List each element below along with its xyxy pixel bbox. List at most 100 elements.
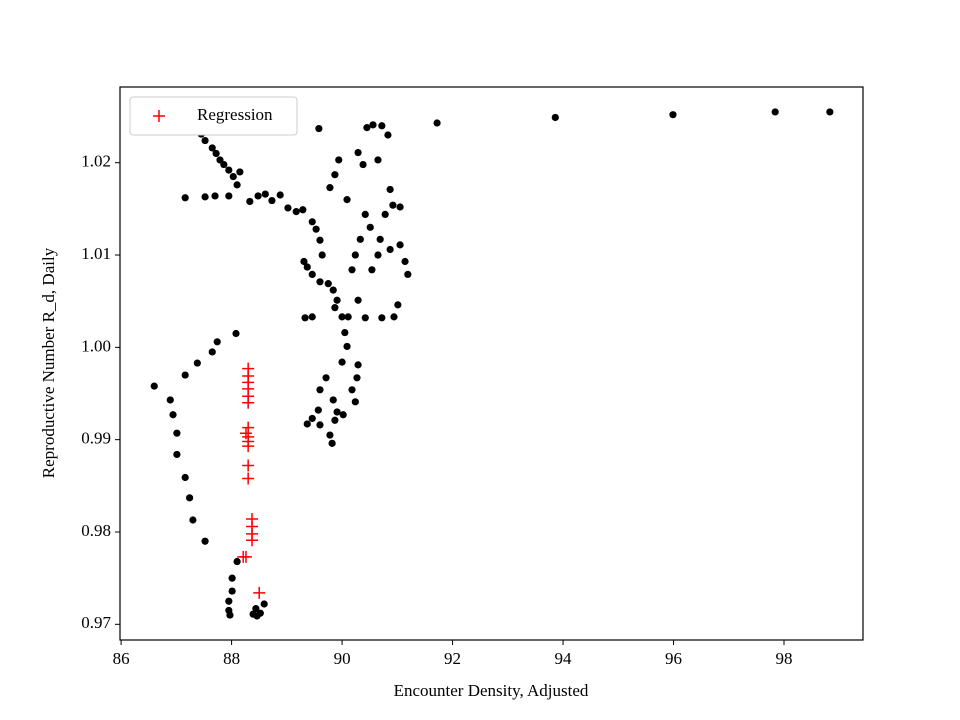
point <box>254 192 262 200</box>
point <box>186 494 194 502</box>
point <box>208 348 216 356</box>
point <box>189 516 197 524</box>
point <box>338 358 346 366</box>
point <box>228 587 236 595</box>
point <box>401 257 409 266</box>
point <box>228 574 236 582</box>
point <box>303 263 311 271</box>
point <box>396 241 404 249</box>
legend-marker <box>153 110 165 122</box>
plot-area <box>150 108 834 620</box>
point <box>344 313 352 321</box>
point <box>242 472 255 485</box>
point <box>333 296 341 304</box>
point <box>211 192 219 200</box>
point <box>396 203 404 211</box>
point <box>315 124 323 133</box>
point <box>308 414 316 423</box>
point <box>253 586 266 599</box>
point <box>361 210 369 219</box>
point <box>213 338 221 346</box>
point <box>276 191 284 199</box>
point <box>193 359 201 367</box>
point <box>339 411 347 419</box>
point <box>356 235 364 243</box>
point <box>333 408 341 416</box>
point <box>308 313 316 321</box>
point <box>212 149 220 158</box>
point <box>232 329 240 338</box>
point <box>328 439 336 447</box>
point <box>354 148 362 157</box>
point <box>374 251 382 259</box>
point <box>236 168 244 176</box>
point <box>335 156 343 164</box>
legend-box <box>129 96 298 136</box>
point <box>386 245 394 254</box>
point <box>229 172 237 181</box>
point <box>260 600 268 608</box>
point <box>292 208 300 216</box>
point <box>354 361 362 369</box>
point <box>359 160 367 169</box>
point <box>246 534 259 547</box>
x-tick-label: 90 <box>334 649 351 668</box>
point <box>329 396 337 404</box>
x-tick-label: 98 <box>776 649 793 668</box>
point <box>378 314 386 322</box>
point <box>173 450 181 459</box>
point <box>150 382 158 390</box>
y-tick-label: 1.01 <box>81 244 111 263</box>
point <box>173 429 181 437</box>
point <box>268 196 276 205</box>
point <box>220 160 228 169</box>
point <box>404 270 412 279</box>
x-tick-label: 86 <box>113 649 130 668</box>
point <box>669 111 677 119</box>
x-axis-label: Encounter Density, Adjusted <box>394 681 589 700</box>
point <box>308 270 316 279</box>
x-tick-label: 92 <box>444 649 461 668</box>
y-tick-label: 0.98 <box>81 521 111 540</box>
point <box>348 386 356 394</box>
point <box>226 611 234 619</box>
y-tick-label: 1.02 <box>81 152 111 171</box>
x-tick-label: 96 <box>665 649 682 668</box>
point <box>318 251 326 259</box>
point <box>551 113 559 122</box>
point <box>326 431 334 439</box>
point <box>242 459 255 472</box>
y-tick-label: 0.97 <box>81 613 111 632</box>
point <box>322 374 330 382</box>
point <box>384 131 392 139</box>
point <box>354 296 362 304</box>
point <box>326 184 334 192</box>
point <box>261 190 269 198</box>
point <box>308 218 316 226</box>
point <box>341 328 349 337</box>
y-tick-label: 1.00 <box>81 336 111 355</box>
point <box>316 386 324 394</box>
point <box>353 374 361 382</box>
point <box>300 257 308 266</box>
point <box>242 396 255 409</box>
point <box>312 225 320 233</box>
point <box>366 223 374 231</box>
point <box>316 278 324 286</box>
point <box>324 280 332 288</box>
point <box>208 144 216 152</box>
point <box>201 537 209 545</box>
point <box>253 612 261 620</box>
point <box>331 416 339 424</box>
point <box>181 473 189 482</box>
point <box>225 166 233 174</box>
point <box>201 136 209 145</box>
point <box>225 597 233 605</box>
point <box>771 108 779 116</box>
point <box>252 605 260 613</box>
point <box>201 193 209 201</box>
point <box>390 313 398 321</box>
point <box>826 108 834 116</box>
